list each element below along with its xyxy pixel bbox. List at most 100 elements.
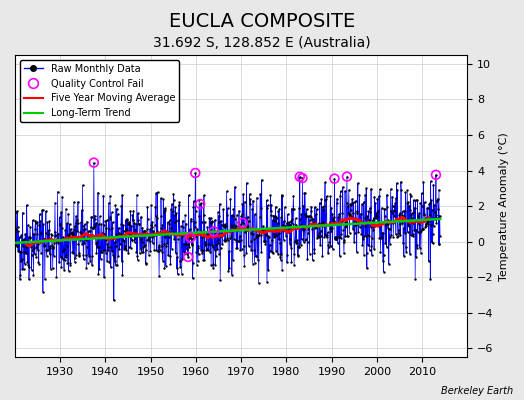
Point [254,232,263,239]
Point [60,235,69,241]
Point [53,188,62,195]
Point [62,252,71,258]
Point [316,242,324,248]
Point [278,267,286,273]
Point [70,259,79,265]
Point [115,245,124,252]
Point [191,224,199,230]
Point [241,198,249,205]
Point [432,215,441,221]
Point [69,231,77,238]
Point [312,224,321,230]
Point [32,244,41,250]
Point [124,249,133,256]
Point [42,208,50,214]
Point [121,243,129,249]
Point [176,264,184,270]
Point [418,203,426,209]
Point [166,253,174,260]
Point [130,220,138,226]
Point [116,231,125,238]
Point [84,232,92,238]
Text: 31.692 S, 128.852 E (Australia): 31.692 S, 128.852 E (Australia) [153,36,371,50]
Point [361,215,369,221]
Point [240,252,248,258]
Point [304,212,313,219]
Point [329,246,337,252]
Point [300,237,309,244]
Point [259,230,268,236]
Point [234,222,243,228]
Point [231,224,239,231]
Point [372,210,380,217]
Point [204,247,213,254]
Point [69,230,77,236]
Point [213,228,221,234]
Point [49,245,57,251]
Point [292,240,300,246]
Point [174,201,183,208]
Point [99,192,107,199]
Point [195,212,204,219]
Point [184,192,193,198]
Point [68,229,76,236]
Point [47,232,56,238]
Point [341,233,350,240]
Point [235,238,244,244]
Point [326,193,334,200]
Point [403,187,411,194]
Point [210,247,219,253]
Point [67,230,75,236]
Point [237,246,246,252]
Point [403,200,411,206]
Point [181,232,189,238]
Point [128,212,136,218]
Point [241,229,249,235]
Point [47,266,55,272]
Point [155,244,163,250]
Point [409,197,418,203]
Point [436,233,444,240]
Point [86,257,94,264]
Point [92,241,100,247]
Point [300,190,309,197]
Point [121,245,129,251]
Point [132,231,140,237]
Point [93,239,101,246]
Point [242,250,250,256]
Point [423,205,432,211]
Point [283,211,292,218]
Point [370,246,378,252]
Point [209,264,217,271]
Point [155,242,163,248]
Point [112,242,121,249]
Point [221,221,230,227]
Point [64,268,73,274]
Point [46,250,54,257]
Point [342,200,351,206]
Point [106,214,115,220]
Point [107,209,116,216]
Point [86,224,95,230]
Point [224,268,233,275]
Point [111,258,119,264]
Point [87,214,95,220]
Point [219,232,227,238]
Point [186,232,194,239]
Point [434,241,443,247]
Point [16,276,24,282]
Point [45,218,53,224]
Point [281,224,289,230]
Point [112,231,121,238]
Point [375,234,384,241]
Point [321,196,329,203]
Point [191,170,200,176]
Point [170,212,179,218]
Point [238,211,246,217]
Point [431,212,440,218]
Point [377,219,385,225]
Point [274,250,282,257]
Point [239,191,247,198]
Point [279,228,287,234]
Point [270,234,278,240]
